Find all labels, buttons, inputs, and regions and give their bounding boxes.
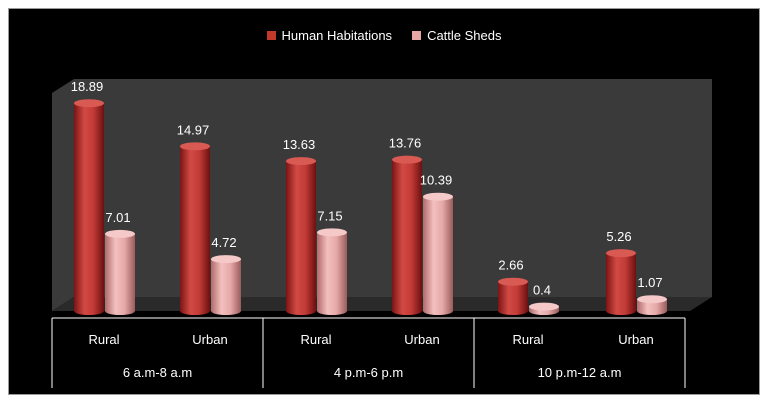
tick-label-2: Rural: [300, 332, 331, 347]
plot-back-wall: [52, 79, 712, 311]
bar-human-habitations-0: [74, 99, 104, 315]
data-label-human-habitations-0: 18.89: [71, 79, 104, 94]
bar-cattle-sheds-2: [317, 228, 347, 315]
data-label-human-habitations-3: 13.76: [389, 136, 422, 151]
labels-layer: 18.89 14.97 13.63 13.76 2.66 5.26 7.01 4.72 7.15…: [71, 79, 663, 297]
group-label-1: 4 p.m-6 p.m: [334, 365, 403, 380]
legend-label-cattle-sheds: Cattle Sheds: [427, 28, 502, 43]
data-label-cattle-sheds-2: 7.15: [317, 208, 342, 223]
group-label-0: 6 a.m-8 a.m: [123, 365, 192, 380]
bar-human-habitations-5: [606, 249, 636, 315]
tick-label-1: Urban: [192, 332, 227, 347]
bar-cattle-sheds-5: [637, 295, 667, 315]
bar-cattle-sheds-4: [529, 302, 559, 315]
chart-legend: Human Habitations Cattle Sheds: [0, 28, 768, 43]
tick-label-3: Urban: [404, 332, 439, 347]
legend-item-human-habitations: Human Habitations: [266, 28, 393, 43]
bar-cattle-sheds-3: [423, 192, 453, 315]
bar-human-habitations-1: [180, 142, 210, 315]
data-label-cattle-sheds-5: 1.07: [637, 275, 662, 290]
bar-cattle-sheds-0: [105, 229, 135, 315]
group-label-2: 10 p.m-12 a.m: [538, 365, 622, 380]
bar-human-habitations-2: [286, 157, 316, 315]
bar-cattle-sheds-1: [211, 255, 241, 315]
tick-label-4: Rural: [512, 332, 543, 347]
tick-label-0: Rural: [88, 332, 119, 347]
data-label-human-habitations-5: 5.26: [606, 229, 631, 244]
data-label-cattle-sheds-3: 10.39: [420, 173, 453, 188]
data-label-cattle-sheds-4: 0.4: [533, 283, 551, 298]
tick-label-5: Urban: [618, 332, 653, 347]
data-label-human-habitations-4: 2.66: [498, 258, 523, 273]
legend-swatch-cattle-sheds: [412, 31, 422, 40]
data-label-cattle-sheds-0: 7.01: [105, 210, 130, 225]
data-label-cattle-sheds-1: 4.72: [211, 235, 236, 250]
legend-label-human-habitations: Human Habitations: [281, 28, 393, 43]
bar-human-habitations-3: [392, 155, 422, 315]
legend-item-cattle-sheds: Cattle Sheds: [412, 28, 502, 43]
data-label-human-habitations-2: 13.63: [283, 137, 316, 152]
bar-human-habitations-4: [498, 277, 528, 315]
category-axis: Rural Urban Rural Urban Rural Urban 6 a.m-8 a.…: [51, 317, 686, 388]
data-label-human-habitations-1: 14.97: [177, 122, 210, 137]
bars-layer: [74, 99, 667, 315]
legend-swatch-human-habitations: [266, 31, 276, 40]
